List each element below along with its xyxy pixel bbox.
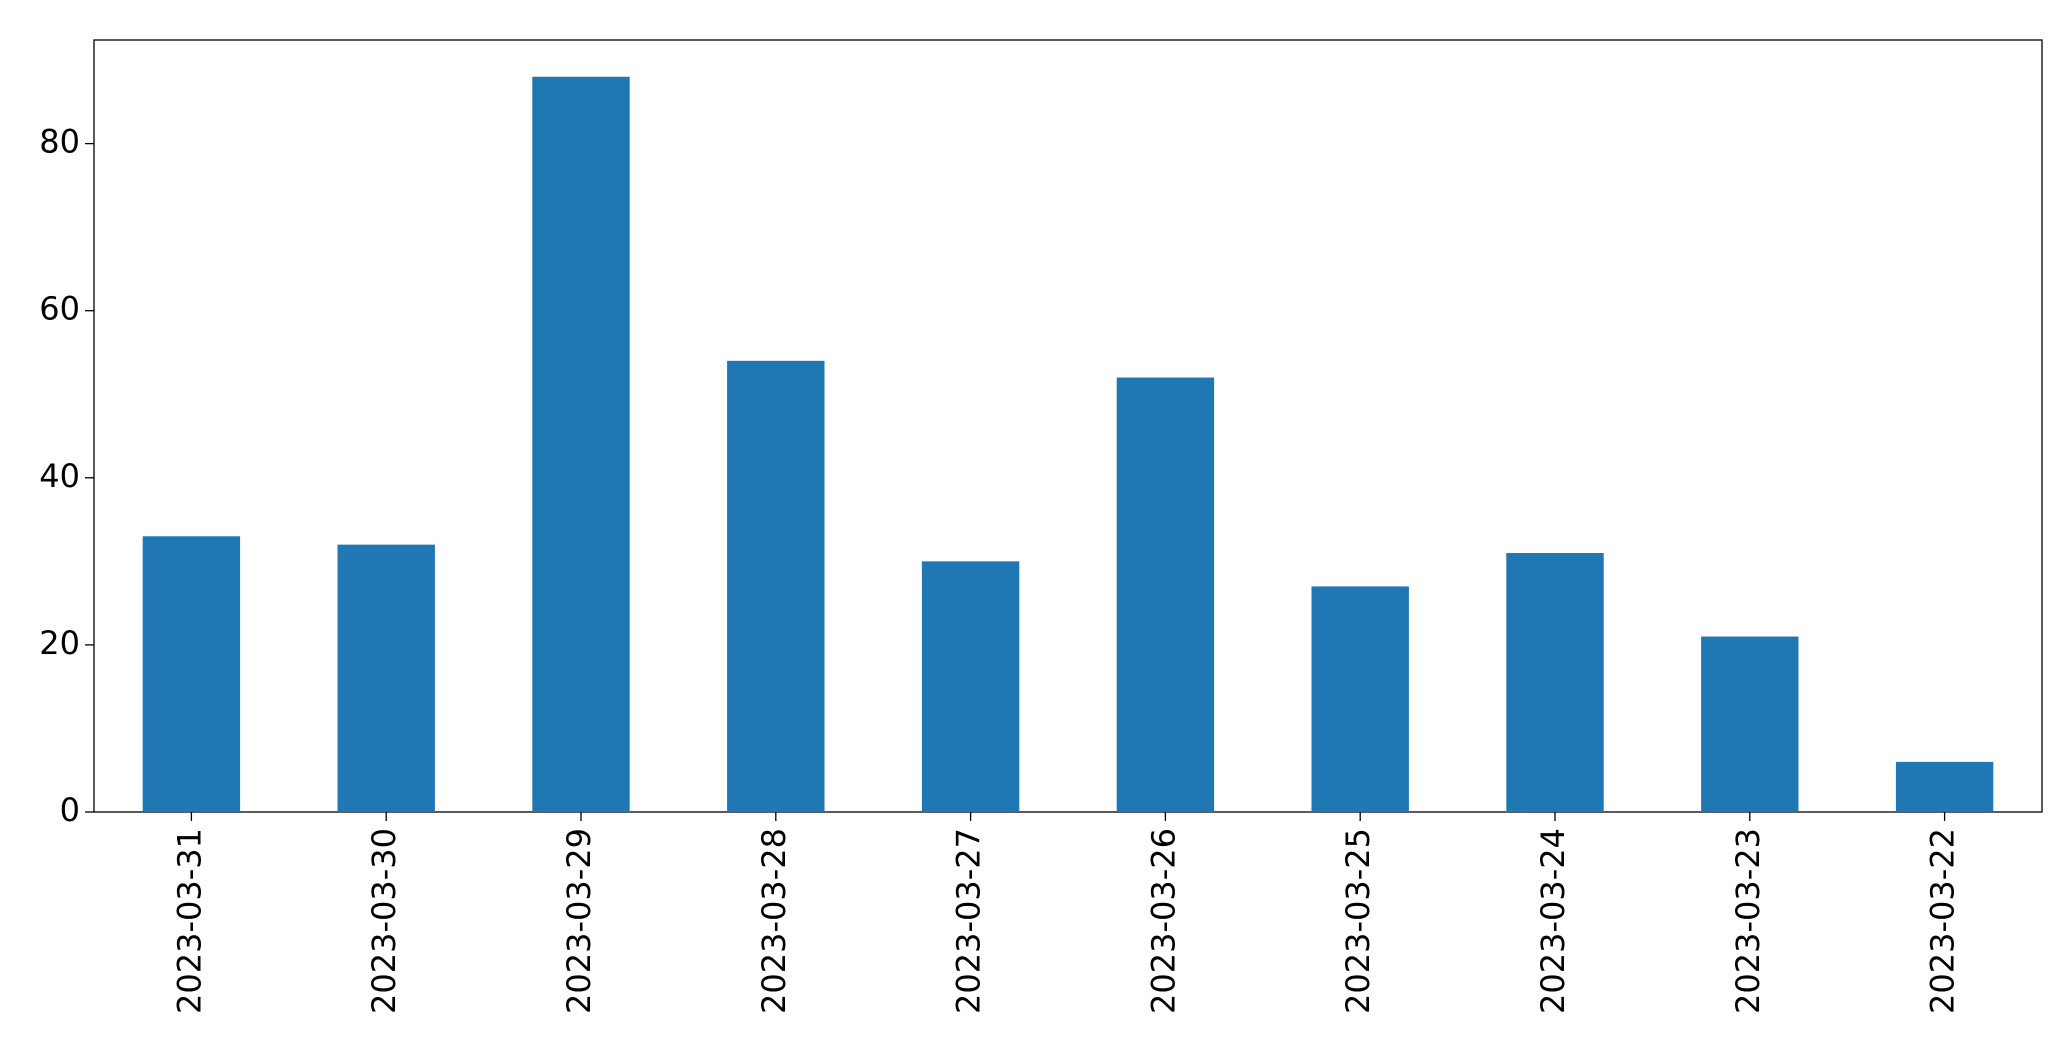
bar xyxy=(727,360,825,812)
y-tick-label: 0 xyxy=(60,791,80,829)
x-tick-label: 2023-03-24 xyxy=(1534,828,1572,1014)
bar xyxy=(1311,586,1409,812)
bar xyxy=(1895,761,1994,812)
bar xyxy=(1701,636,1799,812)
bar xyxy=(921,561,1020,812)
x-tick-label: 2023-03-30 xyxy=(365,828,403,1014)
y-tick-label: 60 xyxy=(39,290,80,328)
x-tick-label: 2023-03-29 xyxy=(560,828,598,1014)
x-tick-label: 2023-03-31 xyxy=(170,828,208,1014)
plot-frame xyxy=(93,39,2043,813)
x-tick-label: 2023-03-27 xyxy=(950,828,988,1014)
x-tick-label: 2023-03-28 xyxy=(755,828,793,1014)
y-tick-label: 20 xyxy=(39,624,80,662)
bar xyxy=(142,536,241,812)
x-tick-label: 2023-03-26 xyxy=(1144,828,1182,1014)
x-tick-label: 2023-03-22 xyxy=(1924,828,1962,1014)
x-tick-label: 2023-03-25 xyxy=(1339,828,1377,1014)
bar xyxy=(1506,552,1604,812)
bar xyxy=(532,76,630,812)
y-tick-label: 80 xyxy=(39,123,80,161)
y-tick-label: 40 xyxy=(39,457,80,495)
bar xyxy=(1116,377,1215,812)
bar xyxy=(337,544,435,812)
x-tick-label: 2023-03-23 xyxy=(1729,828,1767,1014)
